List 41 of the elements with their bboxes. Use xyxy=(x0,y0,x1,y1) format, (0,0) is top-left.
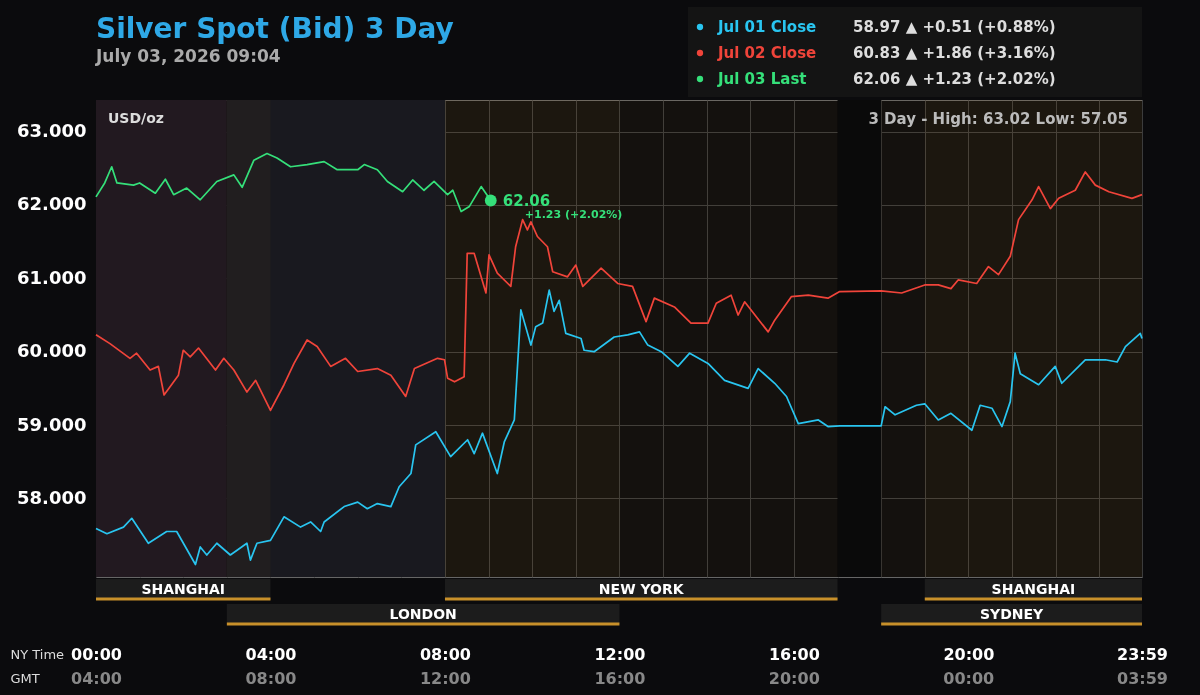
x2-tick-label: 12:00 xyxy=(419,668,471,688)
chart-title: Silver Spot (Bid) 3 Day xyxy=(96,12,454,45)
annotation: +1.23 (+2.02%) xyxy=(524,207,623,221)
x-tick-label: 08:00 xyxy=(419,644,471,664)
x-tick-label: 23:59 xyxy=(1117,644,1168,664)
text: 62.06 ▲ +1.23 (+2.02%) xyxy=(853,70,1056,88)
y-tick-label: 60.000 xyxy=(17,340,87,362)
annotation: 62.06 xyxy=(502,191,551,210)
x-tick-label: 20:00 xyxy=(943,644,995,664)
y-tick-label: 59.000 xyxy=(17,413,87,435)
x2-tick-label: 16:00 xyxy=(594,668,646,688)
x2-tick-label: 04:00 xyxy=(71,668,122,688)
x2-tick-label: 03:59 xyxy=(1117,668,1168,688)
legend-label: Jul 01 Close xyxy=(717,18,817,36)
y-tick-label: 58.000 xyxy=(17,486,87,508)
x-tick-label: 16:00 xyxy=(768,644,820,664)
annotation: 3 Day - High: 63.02 Low: 57.05 xyxy=(868,110,1128,128)
band-label: SYDNEY xyxy=(979,606,1045,622)
x-tick-label: 04:00 xyxy=(245,644,297,664)
x2-tick-label: 20:00 xyxy=(768,668,820,688)
band-label: LONDON xyxy=(389,606,457,622)
x2-tick-label: 00:00 xyxy=(943,668,995,688)
band-label: SHANGHAI xyxy=(991,581,1076,597)
line-series xyxy=(95,289,1143,566)
x2-axis-title: GMT xyxy=(10,670,40,686)
legend-label: Jul 03 Last xyxy=(717,70,807,88)
band-label: SHANGHAI xyxy=(141,581,226,597)
y-tick-label: 62.000 xyxy=(17,193,87,215)
line-series xyxy=(95,171,1143,412)
x-tick-label: 12:00 xyxy=(594,644,646,664)
x2-tick-label: 08:00 xyxy=(245,668,297,688)
x-tick-label: 00:00 xyxy=(71,644,122,664)
y-tick-label: 63.000 xyxy=(17,120,87,142)
chart-subtitle: July 03, 2026 09:04 xyxy=(95,46,281,66)
text: 58.97 ▲ +0.51 (+0.88%) xyxy=(853,18,1056,36)
x-axis-title: NY Time xyxy=(10,646,65,662)
y-tick-label: 61.000 xyxy=(17,266,87,288)
legend-label: Jul 02 Close xyxy=(717,44,817,62)
text: 60.83 ▲ +1.86 (+3.16%) xyxy=(853,44,1056,62)
y-axis-title: USD/oz xyxy=(108,110,164,126)
band-label: NEW YORK xyxy=(598,581,685,597)
